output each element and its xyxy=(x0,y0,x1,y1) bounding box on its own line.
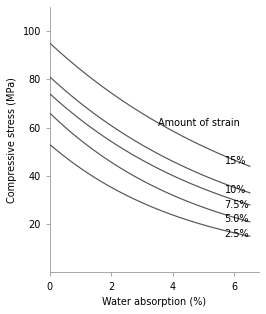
Text: 5.0%: 5.0% xyxy=(225,214,249,225)
Text: 15%: 15% xyxy=(225,156,246,166)
Text: Amount of strain: Amount of strain xyxy=(157,118,239,128)
Text: 7.5%: 7.5% xyxy=(225,200,249,210)
X-axis label: Water absorption (%): Water absorption (%) xyxy=(102,297,206,307)
Y-axis label: Compressive stress (MPa): Compressive stress (MPa) xyxy=(7,77,17,203)
Text: 2.5%: 2.5% xyxy=(225,229,249,239)
Text: 10%: 10% xyxy=(225,185,246,195)
